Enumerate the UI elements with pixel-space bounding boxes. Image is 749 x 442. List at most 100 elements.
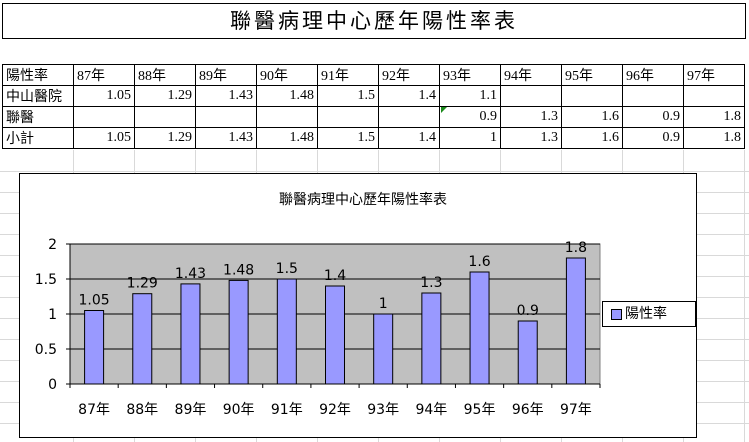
table-cell bbox=[500, 85, 562, 107]
table-cell: 1.4 bbox=[378, 85, 440, 107]
table-cell: 1 bbox=[439, 127, 501, 149]
table-row: 聯醫 0.9 1.3 1.6 0.9 1.8 bbox=[2, 106, 745, 128]
table-cell: 0.9 bbox=[622, 106, 684, 128]
table-cell bbox=[73, 106, 135, 128]
table-cell: 1.8 bbox=[683, 106, 745, 128]
legend: 陽性率 bbox=[602, 301, 696, 327]
table-cell-value: 0.9 bbox=[479, 109, 498, 124]
table-row-label: 聯醫 bbox=[2, 106, 74, 128]
x-tick-label: 89年 bbox=[175, 402, 207, 418]
table-header-label: 陽性率 bbox=[2, 64, 74, 86]
table-cell bbox=[378, 106, 440, 128]
table-cell bbox=[195, 106, 257, 128]
x-tick-label: 93年 bbox=[367, 402, 399, 418]
data-label: 1.29 bbox=[127, 276, 158, 292]
y-tick-label: 0.5 bbox=[35, 342, 57, 358]
y-tick-label: 0 bbox=[48, 377, 57, 393]
table-row-label: 中山醫院 bbox=[2, 85, 74, 107]
table-cell: 1.05 bbox=[73, 85, 135, 107]
table-cell: 1.3 bbox=[500, 127, 562, 149]
table-cell: 0.9 bbox=[439, 106, 501, 128]
table-cell: 1.8 bbox=[683, 127, 745, 149]
table-cell bbox=[561, 85, 623, 107]
x-tick-label: 92年 bbox=[319, 402, 351, 418]
table-cell: 1.5 bbox=[317, 85, 379, 107]
x-tick-label: 91年 bbox=[271, 402, 303, 418]
legend-label: 陽性率 bbox=[625, 306, 667, 322]
bar bbox=[84, 310, 105, 385]
table-row: 中山醫院 1.05 1.29 1.43 1.48 1.5 1.4 1.1 bbox=[2, 85, 745, 107]
table-header-row: 陽性率 87年 88年 89年 90年 91年 92年 93年 94年 95年 96年 97年 bbox=[2, 64, 745, 86]
x-tick-label: 87年 bbox=[78, 402, 110, 418]
legend-swatch bbox=[611, 308, 622, 320]
table-cell: 1.29 bbox=[134, 127, 196, 149]
y-tick-label: 2 bbox=[48, 237, 57, 253]
bar bbox=[228, 279, 249, 385]
x-tick-label: 94年 bbox=[415, 402, 447, 418]
table-cell: 1.43 bbox=[195, 127, 257, 149]
table-year-header: 88年 bbox=[134, 64, 196, 86]
data-label: 1.48 bbox=[223, 262, 254, 278]
table-cell: 1.1 bbox=[439, 85, 501, 107]
bar bbox=[469, 271, 490, 385]
bar-chart: 聯醫病理中心歷年陽性率表 0 0.5 1 1.5 2 1.05 87年 1.29 88年 1.43 8… bbox=[35, 191, 601, 418]
y-tick-label: 1 bbox=[48, 307, 57, 323]
table-row-label: 小計 bbox=[2, 127, 74, 149]
table-year-header: 92年 bbox=[378, 64, 440, 86]
cell-note-marker bbox=[441, 107, 447, 113]
table-cell bbox=[622, 85, 684, 107]
table-row: 小計 1.05 1.29 1.43 1.48 1.5 1.4 1 1.3 1.6 0.9 1.8 bbox=[2, 127, 745, 149]
bar bbox=[421, 292, 442, 385]
table-year-header: 95年 bbox=[561, 64, 623, 86]
table-year-header: 94年 bbox=[500, 64, 562, 86]
table-cell: 1.48 bbox=[256, 127, 318, 149]
bar bbox=[132, 293, 153, 385]
table-year-header: 97年 bbox=[683, 64, 745, 86]
table-year-header: 87年 bbox=[73, 64, 135, 86]
x-tick-label: 95年 bbox=[464, 402, 496, 418]
table-cell: 1.5 bbox=[317, 127, 379, 149]
data-label: 1 bbox=[379, 296, 388, 312]
data-label: 1.6 bbox=[468, 254, 490, 270]
table-cell bbox=[317, 106, 379, 128]
x-tick-label: 90年 bbox=[223, 402, 255, 418]
table-cell: 1.6 bbox=[561, 106, 623, 128]
y-tick-label: 1.5 bbox=[35, 272, 57, 288]
table-year-header: 91年 bbox=[317, 64, 379, 86]
data-table: 陽性率 87年 88年 89年 90年 91年 92年 93年 94年 95年 96年 97年 中山醫院… bbox=[2, 64, 745, 149]
table-cell: 1.05 bbox=[73, 127, 135, 149]
bar bbox=[276, 278, 297, 385]
data-label: 1.3 bbox=[420, 275, 442, 291]
table-year-header: 96年 bbox=[622, 64, 684, 86]
table-cell: 1.3 bbox=[500, 106, 562, 128]
x-tick-label: 97年 bbox=[560, 402, 592, 418]
table-cell bbox=[256, 106, 318, 128]
chart-title: 聯醫病理中心歷年陽性率表 bbox=[279, 191, 447, 208]
table-cell bbox=[134, 106, 196, 128]
bar bbox=[565, 257, 586, 385]
bar bbox=[517, 320, 538, 385]
table-cell: 1.48 bbox=[256, 85, 318, 107]
table-cell: 1.29 bbox=[134, 85, 196, 107]
bar bbox=[180, 283, 201, 385]
chart-area: 聯醫病理中心歷年陽性率表 0 0.5 1 1.5 2 1.05 87年 1.29 88年 1.43 8… bbox=[19, 173, 697, 438]
table-year-header: 90年 bbox=[256, 64, 318, 86]
table-cell: 0.9 bbox=[622, 127, 684, 149]
data-label: 1.05 bbox=[79, 293, 110, 309]
table-cell: 1.43 bbox=[195, 85, 257, 107]
data-label: 1.8 bbox=[565, 240, 587, 256]
data-label: 0.9 bbox=[517, 303, 539, 319]
banner-title: 聯醫病理中心歷年陽性率表 bbox=[2, 3, 746, 39]
table-year-header: 93年 bbox=[439, 64, 501, 86]
bar bbox=[325, 285, 345, 385]
data-label: 1.5 bbox=[276, 261, 298, 277]
table-cell bbox=[683, 85, 745, 107]
table-cell: 1.6 bbox=[561, 127, 623, 149]
x-tick-label: 96年 bbox=[512, 402, 544, 418]
x-tick-label: 88年 bbox=[126, 402, 158, 418]
bar bbox=[373, 313, 394, 385]
table-year-header: 89年 bbox=[195, 64, 257, 86]
table-cell: 1.4 bbox=[378, 127, 440, 149]
data-label: 1.4 bbox=[324, 268, 346, 284]
data-label: 1.43 bbox=[175, 266, 206, 282]
